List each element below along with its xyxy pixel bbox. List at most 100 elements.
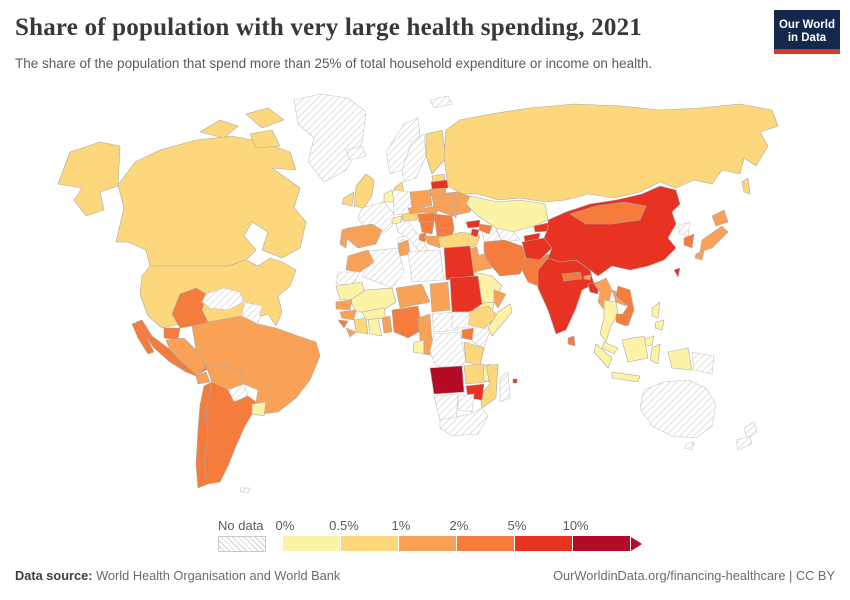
- legend-bin-1-2%[interactable]: [399, 536, 457, 551]
- country-egypt[interactable]: [443, 245, 475, 281]
- country-afghanistan[interactable]: [521, 237, 553, 261]
- country-japan-honshu[interactable]: [699, 225, 729, 253]
- country-bhutan[interactable]: [583, 274, 592, 281]
- country-madagascar[interactable]: [499, 371, 511, 403]
- country-alaska[interactable]: [57, 141, 121, 217]
- country-kenya[interactable]: [471, 325, 491, 349]
- country-senegal[interactable]: [335, 299, 353, 311]
- country-ireland[interactable]: [341, 191, 355, 207]
- country-new-zealand-south[interactable]: [735, 435, 753, 451]
- country-indonesia-sulawesi[interactable]: [649, 343, 661, 365]
- country-albania[interactable]: [418, 232, 427, 243]
- country-cameroon[interactable]: [417, 313, 433, 343]
- country-nepal[interactable]: [561, 271, 583, 282]
- country-uruguay[interactable]: [251, 401, 267, 417]
- country-georgia[interactable]: [465, 219, 481, 229]
- country-malaysia[interactable]: [601, 341, 619, 355]
- country-liberia[interactable]: [345, 327, 357, 338]
- country-indonesia-sumatra[interactable]: [593, 343, 613, 369]
- country-sudan[interactable]: [449, 275, 483, 313]
- country-canada[interactable]: [115, 135, 307, 267]
- country-mexico-baja[interactable]: [131, 321, 155, 355]
- legend-bin-2-5%[interactable]: [457, 536, 515, 551]
- country-japan-kyushu[interactable]: [694, 249, 705, 261]
- owid-logo[interactable]: Our World in Data: [774, 10, 840, 54]
- country-libya[interactable]: [407, 249, 445, 283]
- country-sierra-leone[interactable]: [337, 319, 349, 329]
- country-serbia[interactable]: [419, 221, 435, 235]
- country-car[interactable]: [431, 311, 459, 333]
- country-argentina[interactable]: [203, 381, 257, 485]
- world-choropleth-map[interactable]: [0, 90, 850, 510]
- country-belarus[interactable]: [431, 193, 459, 209]
- country-angola[interactable]: [429, 365, 465, 395]
- country-portugal[interactable]: [339, 227, 349, 249]
- country-guyanas[interactable]: [241, 301, 263, 325]
- country-indonesia-borneo[interactable]: [621, 335, 649, 363]
- country-greenland[interactable]: [293, 93, 367, 183]
- country-botswana[interactable]: [457, 393, 475, 413]
- country-philippines-luzon[interactable]: [651, 301, 661, 319]
- country-canada-arctic-2[interactable]: [245, 107, 285, 129]
- country-cambodia[interactable]: [615, 313, 631, 327]
- country-chad[interactable]: [429, 281, 451, 313]
- country-lithuania[interactable]: [429, 187, 447, 197]
- country-united-kingdom[interactable]: [353, 173, 375, 209]
- country-niger[interactable]: [395, 283, 431, 309]
- country-guinea[interactable]: [339, 309, 357, 321]
- country-chile[interactable]: [195, 381, 213, 489]
- country-iceland[interactable]: [345, 145, 367, 161]
- country-south-sudan[interactable]: [451, 311, 471, 329]
- legend-bin-5-10%[interactable]: [515, 536, 573, 551]
- country-mali[interactable]: [349, 287, 397, 313]
- license-link[interactable]: OurWorldinData.org/financing-healthcare …: [553, 568, 835, 583]
- legend-bin-0-0.5%[interactable]: [283, 536, 341, 551]
- country-sri-lanka[interactable]: [567, 335, 576, 347]
- country-drc[interactable]: [429, 331, 467, 369]
- country-romania[interactable]: [433, 213, 455, 229]
- legend-bin->10%[interactable]: [573, 536, 631, 551]
- country-italy[interactable]: [395, 219, 429, 253]
- country-oman[interactable]: [493, 289, 507, 309]
- country-peru[interactable]: [165, 337, 207, 377]
- country-venezuela[interactable]: [201, 287, 245, 311]
- country-ecuador[interactable]: [163, 327, 181, 341]
- country-greece[interactable]: [423, 235, 443, 249]
- country-indonesia-java[interactable]: [611, 371, 641, 383]
- country-iran[interactable]: [483, 239, 529, 277]
- country-ivory-coast[interactable]: [353, 317, 369, 335]
- country-benin[interactable]: [381, 315, 393, 334]
- country-taiwan[interactable]: [673, 267, 681, 278]
- country-svalbard[interactable]: [429, 95, 453, 109]
- legend-no-data-swatch[interactable]: [218, 536, 266, 552]
- country-south-korea[interactable]: [683, 233, 695, 249]
- country-turkey[interactable]: [437, 231, 481, 251]
- country-russia[interactable]: [443, 103, 779, 203]
- country-japan-hokkaido[interactable]: [711, 209, 729, 227]
- country-hungary[interactable]: [417, 212, 437, 223]
- country-tasmania[interactable]: [684, 441, 695, 451]
- country-benelux[interactable]: [383, 189, 395, 203]
- country-falklands[interactable]: [239, 487, 251, 494]
- country-moldova[interactable]: [449, 209, 458, 219]
- country-india[interactable]: [537, 257, 595, 335]
- country-australia[interactable]: [639, 379, 717, 439]
- legend-no-data[interactable]: No data: [218, 518, 266, 552]
- country-papua-new-guinea[interactable]: [691, 351, 715, 375]
- country-nigeria[interactable]: [391, 305, 423, 339]
- country-sakhalin[interactable]: [741, 177, 751, 195]
- country-spain[interactable]: [345, 223, 383, 249]
- country-ghana[interactable]: [367, 317, 383, 337]
- legend-color-bar[interactable]: [283, 536, 642, 551]
- country-south-africa[interactable]: [439, 407, 489, 437]
- country-guatemala[interactable]: [195, 371, 211, 385]
- country-zambia[interactable]: [463, 363, 487, 385]
- country-indonesia-papua[interactable]: [667, 347, 693, 371]
- country-philippines-mindanao[interactable]: [654, 319, 665, 331]
- country-mauritius[interactable]: [512, 378, 518, 384]
- country-canada-arctic-3[interactable]: [249, 129, 281, 149]
- legend-bin-0.5-1%[interactable]: [341, 536, 399, 551]
- country-new-zealand-north[interactable]: [743, 421, 758, 439]
- country-latvia[interactable]: [430, 179, 449, 190]
- country-finland[interactable]: [425, 129, 447, 175]
